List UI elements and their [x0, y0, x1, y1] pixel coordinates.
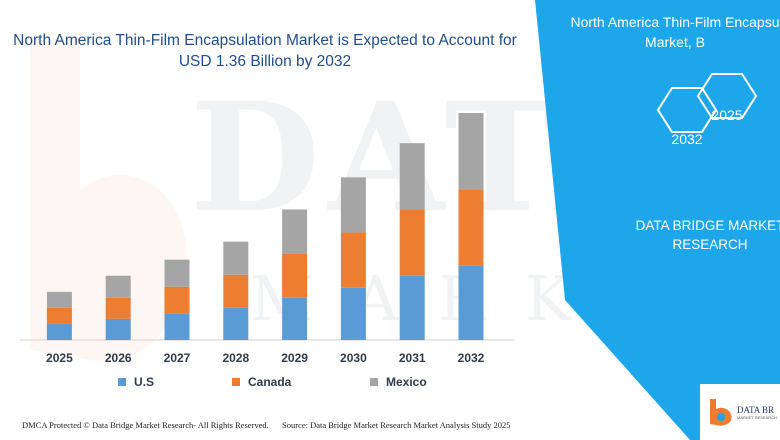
bar-mexico-2031 [399, 143, 425, 210]
bar-mexico-2026 [105, 275, 131, 298]
bar-canada-2028 [223, 274, 249, 308]
x-tick-label-2031: 2031 [399, 351, 426, 365]
bar-us-2032 [458, 265, 484, 340]
x-tick-label-2029: 2029 [281, 351, 308, 365]
chart-legend: U.S Canada Mexico [0, 375, 520, 395]
panel-brand-line1: DATA BRIDGE MARKET [635, 218, 780, 233]
bar-us-2029 [282, 297, 308, 340]
legend-label-mexico: Mexico [386, 375, 427, 389]
hex-label-2025: 2025 [711, 107, 743, 123]
bar-canada-2025 [46, 307, 72, 324]
legend-swatch-mexico [370, 378, 378, 386]
hex-label-2032: 2032 [671, 131, 703, 147]
x-tick-label-2030: 2030 [340, 351, 367, 365]
legend-item-canada: Canada [232, 375, 291, 389]
company-logo: DATA BR MARKET RESEARCH [708, 394, 780, 430]
panel-title: North America Thin-Film Encapsu Market, … [555, 12, 780, 52]
bar-mexico-2027 [164, 259, 190, 287]
stacked-bar-chart: 2025 2026 2027 2028 2029 2030 2031 2032 [20, 113, 515, 365]
x-tick-label-2027: 2027 [164, 351, 191, 365]
bar-mexico-2032 [458, 113, 484, 190]
bar-mexico-2025 [46, 291, 72, 308]
legend-label-canada: Canada [248, 375, 292, 389]
legend-label-us: U.S [134, 375, 155, 389]
bar-us-2031 [399, 275, 425, 340]
logo-text: DATA BR [737, 404, 775, 415]
bar-canada-2031 [399, 209, 425, 276]
bar-mexico-2030 [340, 177, 366, 233]
x-tick-label-2028: 2028 [222, 351, 249, 365]
bar-us-2030 [340, 287, 366, 340]
bar-mexico-2029 [282, 209, 308, 254]
bar-canada-2032 [458, 189, 484, 266]
panel-brand-line2: RESEARCH [672, 237, 748, 252]
bar-canada-2030 [340, 232, 366, 288]
footer-copyright: DMCA Protected © Data Bridge Market Rese… [22, 420, 269, 430]
bar-canada-2027 [164, 286, 190, 314]
x-tick-label-2026: 2026 [105, 351, 132, 365]
chart-title-line2: USD 1.36 Billion by 2032 [178, 53, 352, 70]
bar-canada-2026 [105, 297, 131, 319]
legend-swatch-us [118, 378, 126, 386]
panel-brand: DATA BRIDGE MARKET RESEARCH [620, 216, 780, 254]
bar-us-2028 [223, 307, 249, 340]
legend-swatch-canada [232, 378, 240, 386]
logo-subtext: MARKET RESEARCH [737, 414, 777, 420]
chart-title-line1: North America Thin-Film Encapsulation Ma… [13, 32, 517, 49]
bar-us-2025 [46, 323, 72, 340]
x-tick-label-2025: 2025 [46, 351, 73, 365]
bar-us-2026 [105, 318, 131, 340]
legend-item-us: U.S [118, 375, 154, 389]
bar-canada-2029 [282, 253, 308, 298]
bar-mexico-2028 [223, 241, 249, 275]
chart-title: North America Thin-Film Encapsulation Ma… [10, 30, 520, 72]
bar-us-2027 [164, 313, 190, 340]
legend-item-mexico: Mexico [370, 375, 427, 389]
watermark-logo-icon [30, 40, 187, 362]
footer-source: Source: Data Bridge Market Research Mark… [282, 420, 511, 430]
logo-b-icon [710, 399, 732, 426]
x-tick-label-2032: 2032 [458, 351, 485, 365]
panel-title-line1: North America Thin-Film Encapsu [570, 14, 780, 30]
panel-title-line2: Market, B [645, 34, 705, 50]
